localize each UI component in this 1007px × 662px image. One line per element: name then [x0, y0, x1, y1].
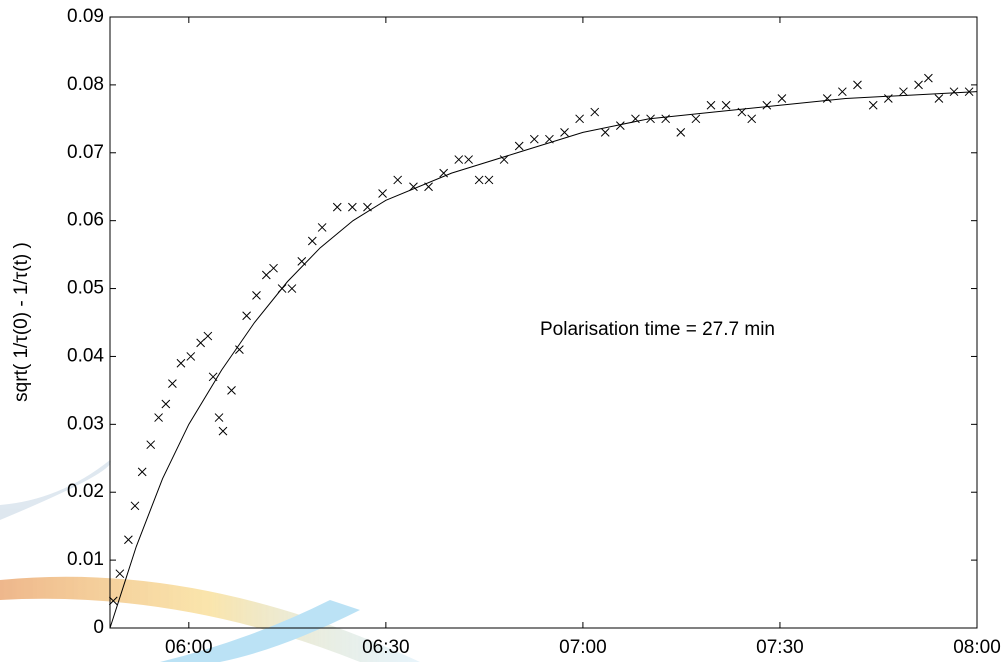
data-point	[721, 100, 731, 110]
y-axis-label: sqrt( 1/τ(0) - 1/τ(t) )	[11, 242, 32, 402]
data-point	[269, 263, 278, 273]
y-tick-label: 0.05	[67, 278, 104, 299]
data-point	[235, 345, 244, 355]
y-tick-label: 0.03	[67, 413, 104, 434]
data-point	[934, 94, 944, 103]
data-point	[393, 175, 403, 185]
data-point	[176, 358, 186, 368]
data-point	[227, 386, 236, 395]
data-point	[706, 100, 716, 110]
data-point	[529, 134, 539, 144]
data-point	[124, 535, 133, 545]
data-point	[130, 501, 140, 511]
data-point	[348, 202, 357, 212]
data-point	[146, 440, 156, 450]
y-tick-label: 0.06	[67, 210, 104, 231]
y-tick-label: 0.09	[67, 6, 104, 27]
data-point	[332, 202, 342, 212]
x-tick-label: 07:30	[756, 637, 804, 658]
data-point	[409, 182, 418, 192]
data-point	[899, 87, 908, 97]
data-point	[137, 467, 147, 477]
data-point	[676, 128, 686, 137]
data-point	[108, 596, 118, 606]
y-tick-label: 0.01	[67, 549, 104, 570]
data-point	[590, 107, 600, 117]
data-point	[868, 100, 878, 110]
x-tick-label: 06:30	[362, 637, 410, 658]
annotation: Polarisation time = 27.7 min	[540, 319, 775, 340]
data-point	[762, 100, 772, 110]
y-tick-label: 0.02	[67, 481, 104, 502]
data-point	[203, 331, 213, 341]
background-swirl	[0, 460, 420, 662]
data-point	[499, 155, 509, 164]
data-point	[252, 290, 261, 300]
data-point	[853, 80, 862, 90]
data-point	[454, 155, 464, 164]
plot-frame	[109, 16, 978, 629]
data-point	[837, 87, 847, 97]
data-point	[474, 175, 484, 185]
data-point	[822, 94, 832, 103]
x-tick-label: 06:00	[165, 637, 213, 658]
x-tick-label: 07:00	[559, 637, 607, 658]
data-point	[214, 413, 224, 422]
data-point	[168, 379, 177, 388]
data-point	[196, 338, 205, 348]
data-point	[615, 121, 625, 130]
data-point	[691, 114, 701, 124]
y-tick-label: 0.04	[67, 345, 104, 366]
data-point	[777, 94, 787, 103]
x-tick-label: 08:00	[953, 637, 1001, 658]
data-point	[154, 413, 163, 422]
data-point	[514, 141, 524, 151]
y-tick-label: 0.07	[67, 142, 104, 163]
data-point	[661, 114, 671, 124]
y-tick-label: 0.08	[67, 74, 104, 95]
data-point	[949, 87, 959, 97]
data-point	[218, 426, 228, 436]
data-point	[747, 114, 757, 124]
y-tick-label: 0	[93, 617, 104, 638]
data-point	[317, 223, 327, 232]
data-point	[161, 399, 171, 409]
data-point	[115, 569, 125, 579]
data-point	[924, 73, 933, 83]
fit-line	[109, 91, 978, 629]
data-point	[575, 114, 584, 124]
data-point	[186, 352, 196, 361]
data-point	[560, 128, 569, 137]
data-point	[600, 128, 610, 137]
data-point	[464, 155, 473, 164]
data-point	[378, 189, 387, 198]
data-point	[242, 311, 251, 321]
data-point	[914, 80, 923, 90]
data-point	[484, 175, 494, 185]
data-point	[307, 236, 317, 246]
data-point	[287, 284, 297, 293]
data-point	[261, 270, 271, 280]
